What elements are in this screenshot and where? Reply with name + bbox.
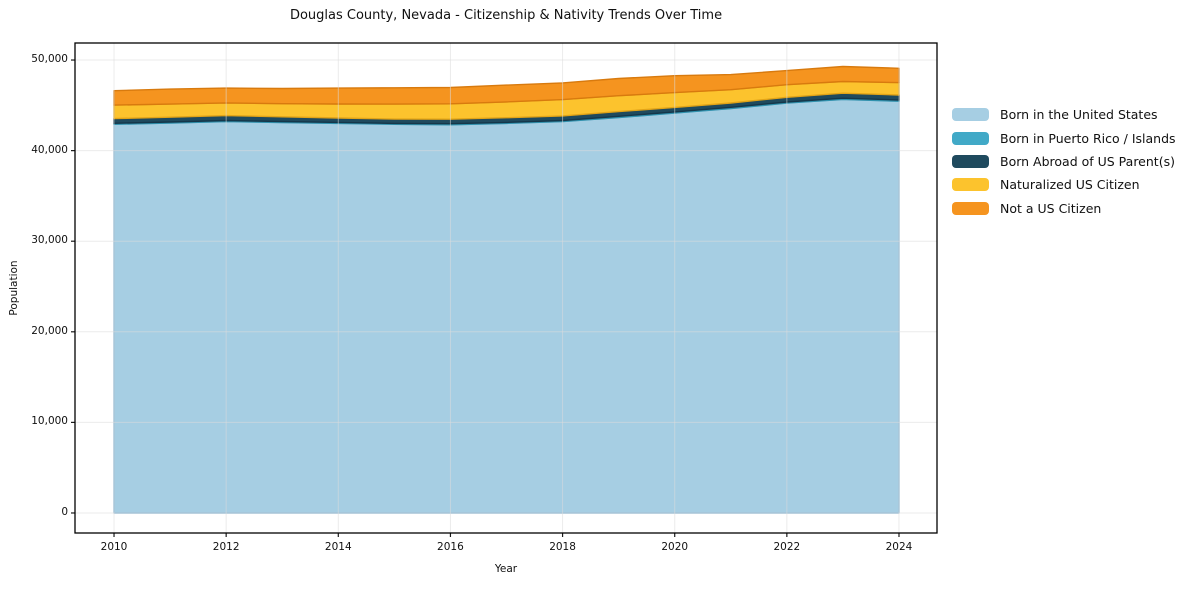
y-tick-label: 0 bbox=[61, 505, 68, 518]
y-tick-label: 30,000 bbox=[31, 234, 68, 247]
x-axis-label: Year bbox=[494, 563, 518, 575]
legend-swatch bbox=[952, 131, 989, 145]
chart-title: Douglas County, Nevada - Citizenship & N… bbox=[289, 8, 723, 23]
legend-label: Born Abroad of US Parent(s) bbox=[1000, 153, 1175, 169]
x-tick-label: 2018 bbox=[549, 541, 576, 553]
x-tick-label: 2014 bbox=[324, 541, 352, 553]
legend-swatch bbox=[952, 201, 989, 215]
y-tick-label: 50,000 bbox=[31, 53, 68, 66]
legend-swatch bbox=[952, 178, 989, 192]
legend-label: Naturalized US Citizen bbox=[1000, 177, 1140, 193]
legend-label: Born in the United States bbox=[1000, 107, 1158, 123]
legend-swatch bbox=[952, 108, 989, 122]
legend-item: Not a US Citizen bbox=[952, 197, 1176, 220]
legend-label: Not a US Citizen bbox=[1000, 200, 1102, 216]
y-tick-label: 40,000 bbox=[31, 143, 68, 156]
x-tick-label: 2022 bbox=[773, 541, 801, 553]
legend-item: Born in Puerto Rico / Islands bbox=[952, 126, 1176, 149]
x-tick-label: 2010 bbox=[100, 541, 128, 553]
y-axis-label: Population bbox=[8, 260, 20, 316]
legend-item: Born Abroad of US Parent(s) bbox=[952, 150, 1176, 173]
x-tick-label: 2020 bbox=[661, 541, 689, 553]
legend-item: Born in the United States bbox=[952, 103, 1176, 126]
x-tick-label: 2024 bbox=[885, 541, 913, 553]
legend: Born in the United States Born in Puerto … bbox=[952, 103, 1176, 220]
legend-swatch bbox=[952, 154, 989, 168]
x-tick-label: 2012 bbox=[212, 541, 240, 553]
legend-label: Born in Puerto Rico / Islands bbox=[1000, 130, 1176, 146]
plot-border bbox=[74, 42, 938, 534]
legend-item: Naturalized US Citizen bbox=[952, 173, 1176, 196]
y-tick-label: 20,000 bbox=[31, 324, 68, 337]
x-tick-label: 2016 bbox=[437, 541, 464, 553]
area-born-in-the-united-states bbox=[113, 98, 900, 514]
y-tick-label: 10,000 bbox=[31, 415, 68, 428]
